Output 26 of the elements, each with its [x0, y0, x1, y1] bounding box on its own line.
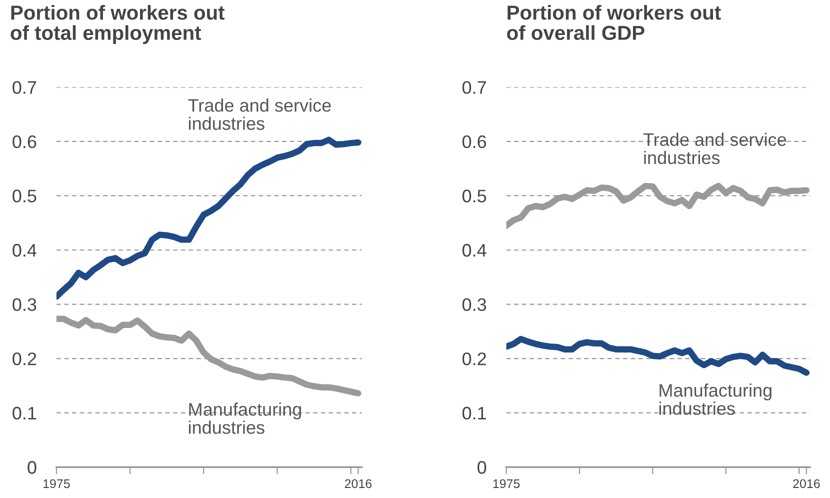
y-tick-label: 0.6 — [12, 135, 36, 148]
chart-title: Portion of workers out of total employment — [10, 4, 225, 44]
series-label: Manufacturing industries — [659, 384, 772, 415]
x-tick-label: 2016 — [344, 479, 372, 488]
y-tick-label: 0.3 — [462, 298, 486, 311]
y-tick-label: 0 — [478, 461, 486, 474]
series-label: Trade and service industries — [643, 132, 786, 164]
y-tick-label: 0.7 — [462, 81, 486, 94]
y-tick-label: 0.5 — [12, 190, 36, 202]
chart-title: Portion of workers out of overall GDP — [507, 4, 721, 40]
y-tick-label: 0.1 — [12, 406, 36, 420]
y-tick-label: 0.2 — [12, 352, 36, 366]
x-tick-label: 1975 — [43, 479, 70, 488]
x-tick-label: 1975 — [493, 479, 520, 488]
y-tick-label: 0.3 — [12, 298, 36, 311]
series-label: Manufacturing industries — [188, 402, 302, 434]
y-tick-label: 0.2 — [462, 352, 486, 366]
y-tick-label: 0.5 — [462, 190, 486, 202]
x-tick-label: 2016 — [793, 479, 820, 488]
y-tick-label: 0 — [28, 461, 36, 474]
y-tick-label: 0.4 — [12, 244, 36, 257]
series-label: Trade and service industries — [188, 98, 331, 130]
y-tick-label: 0.4 — [462, 244, 486, 257]
y-tick-label: 0.7 — [12, 81, 36, 94]
y-tick-label: 0.1 — [462, 406, 486, 420]
y-tick-label: 0.6 — [462, 135, 486, 148]
